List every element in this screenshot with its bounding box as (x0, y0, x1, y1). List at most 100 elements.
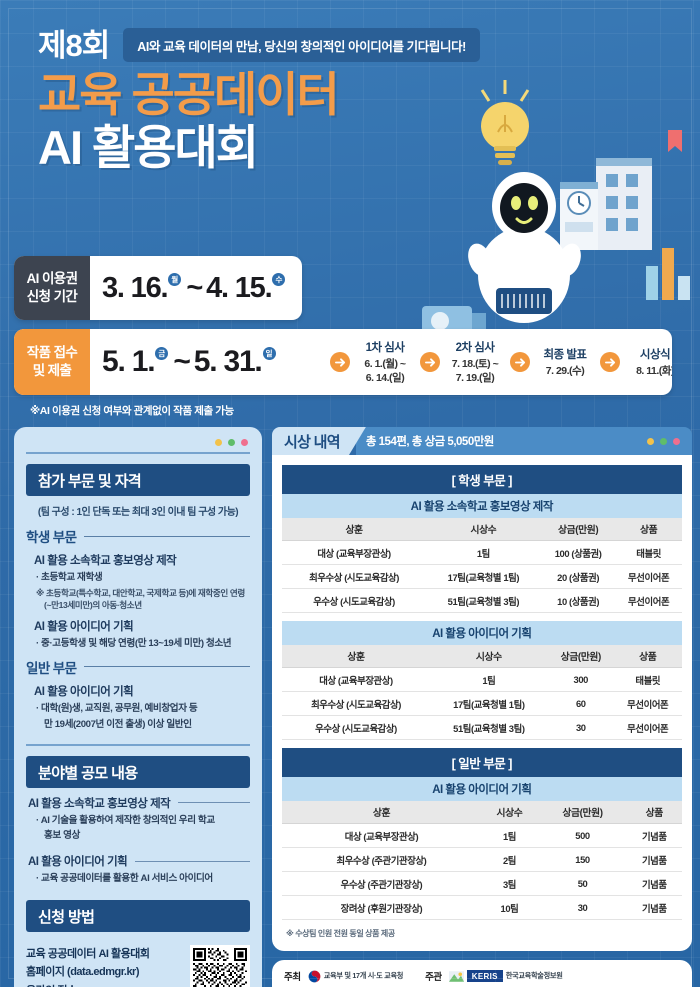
hero-illustration (410, 70, 700, 360)
submission-start-day-badge: 금 (155, 346, 169, 360)
timeline-step-1-date-line1: 6. 1.(월) ~ (364, 357, 406, 370)
col-header-prize: 상금(만원) (540, 518, 616, 541)
cell-prize: 150 (538, 847, 627, 872)
organizer-name: 한국교육학술정보원 (505, 971, 563, 980)
arrow-right-icon (510, 352, 530, 372)
table-row: 우수상 (시도교육감상) 51팀(교육청별 3팀) 10 (상품권) 무선이어폰 (282, 588, 682, 613)
timeline-step-4-title: 시상식 (639, 348, 671, 361)
timeline-step-4: 시상식 8. 11.(화) (627, 346, 672, 378)
group-label-general: 일반 부문 (26, 660, 77, 676)
apply-line-1: 교육 공공데이터 AI 활용대회 (26, 948, 150, 961)
title-rule (178, 802, 250, 804)
col-header-count: 시상수 (430, 645, 548, 668)
col-header-award: 상훈 (282, 518, 427, 541)
subtitle-band-student-video: AI 활용 소속학교 홍보영상 제작 (282, 494, 682, 518)
qr-code[interactable] (190, 945, 250, 987)
dot-pink-icon (672, 437, 680, 445)
general-item-1-bullet-1: · 대학(원)생, 교직원, 공무원, 예비창업자 등 (36, 702, 198, 714)
cell-gift: 기념품 (626, 847, 682, 872)
timeline-step-3-date: 7. 29.(수) (545, 364, 585, 377)
group-title-student: 학생 부문 (26, 526, 250, 546)
cell-gift: 태블릿 (615, 540, 682, 565)
cell-count: 17팀(교육청별 1팀) (430, 691, 548, 716)
cell-prize: 100 (상품권) (540, 540, 616, 565)
timeline-step-3: 최종 발표 7. 29.(수) (537, 346, 593, 378)
submission-label-line1: 작품 접수 (26, 345, 78, 361)
host-label: 주최 (284, 972, 301, 983)
category-1-title: AI 활용 소속학교 홍보영상 제작 (28, 797, 171, 810)
cell-award: 우수상 (시도교육감상) (282, 588, 427, 613)
cell-award: 대상 (교육부장관상) (282, 540, 427, 565)
cell-award: 우수상 (주관기관장상) (282, 871, 481, 896)
cell-count: 17팀(교육청별 1팀) (426, 564, 541, 589)
table-row: 대상 (교육부장관상) 1팀 500 기념품 (282, 823, 682, 848)
col-header-gift: 상품 (613, 645, 682, 668)
cell-count: 10팀 (480, 895, 539, 920)
col-header-award: 상훈 (282, 645, 431, 668)
voucher-start-day-badge: 월 (168, 272, 182, 286)
cell-gift: 태블릿 (613, 667, 682, 692)
cell-prize: 50 (538, 871, 627, 896)
cell-gift: 기념품 (626, 823, 682, 848)
general-item-1-bullet-2: 만 19세(2007년 이전 출생) 이상 일반인 (44, 718, 192, 730)
eligibility-heading: 참가 부문 및 자격 (26, 464, 250, 496)
subtitle-band-student-idea: AI 활용 아이디어 기획 (282, 621, 682, 645)
apply-heading: 신청 방법 (26, 900, 250, 933)
submission-end-date: 5. 31. (193, 345, 263, 378)
cell-award: 최우수상 (시도교육감상) (282, 564, 427, 589)
timeline-step-3-title: 최종 발표 (543, 348, 587, 361)
category-2-title-row: AI 활용 아이디어 기획 (26, 853, 250, 869)
cell-prize: 500 (538, 823, 627, 848)
bar-chart-graphic (646, 248, 690, 300)
timeline-step-2: 2차 심사 7. 18.(토) ~ 7. 19.(일) (447, 339, 503, 385)
voucher-label-line2: 신청 기간 (26, 289, 78, 304)
table-row: 최우수상 (시도교육감상) 17팀(교육청별 1팀) 20 (상품권) 무선이어… (282, 564, 682, 589)
voucher-end-day-badge: 수 (272, 272, 286, 286)
student-item-2-bullet-1: · 중·고등학생 및 해당 연령(만 13~19세 미만) 청소년 (36, 637, 232, 649)
host-item: 교육부 및 17개 시·도 교육청 (308, 969, 403, 983)
table-header-row: 상훈 시상수 상금(만원) 상품 (282, 801, 682, 824)
table-header-row: 상훈 시상수 상금(만원) 상품 (282, 518, 682, 541)
cell-prize: 300 (547, 667, 614, 692)
taegeuk-icon (308, 969, 321, 983)
team-composition-note: (팀 구성 : 1인 단독 또는 최대 3인 이내 팀 구성 가능) (37, 507, 239, 518)
division-band-student: [ 학생 부문 ] (282, 465, 682, 494)
submission-period-label: 작품 접수 및 제출 (14, 329, 90, 395)
host-row: 주최 교육부 및 17개 시·도 교육청 주관 KERIS 한국교육학술정보원 (284, 969, 680, 983)
cell-gift: 무선이어폰 (613, 691, 682, 716)
table-gap (282, 613, 682, 621)
subtitle-student-video: AI 활용 소속학교 홍보영상 제작 (282, 494, 682, 518)
cell-count: 1팀 (430, 667, 548, 692)
cell-gift: 무선이어폰 (615, 564, 682, 589)
poster-title-line2: AI 활용대회 (38, 120, 259, 174)
table-row: 최우수상 (시도교육감상) 17팀(교육청별 1팀) 60 무선이어폰 (282, 691, 682, 716)
table-header-row: 상훈 시상수 상금(만원) 상품 (282, 645, 682, 668)
poster-header: 제8회 AI와 교육 데이터의 만남, 당신의 창의적인 아이디어를 기다립니다… (0, 0, 700, 336)
cell-gift: 무선이어폰 (613, 715, 682, 740)
camera-graphic (422, 306, 486, 336)
awards-summary-bar: 총 154편, 총 상금 5,050만원 (355, 427, 692, 455)
cell-gift: 기념품 (626, 895, 682, 920)
awards-panel: 시상 내역 총 154편, 총 상금 5,050만원 (272, 427, 692, 951)
cell-award: 대상 (교육부장관상) (282, 823, 481, 848)
panel-divider-2 (26, 743, 250, 746)
apply-body: 교육 공공데이터 AI 활용대회 홈페이지 (data.edmgr.kr) 온라… (26, 939, 250, 987)
cell-award: 장려상 (후원기관장상) (282, 895, 481, 920)
subtitle-band-general-idea: AI 활용 아이디어 기획 (282, 777, 682, 801)
timeline-step-2-date: 7. 18.(토) ~ 7. 19.(일) (447, 357, 503, 385)
cell-count: 51팀(교육청별 3팀) (430, 715, 548, 740)
organizer-label: 주관 (425, 972, 442, 983)
apply-text: 교육 공공데이터 AI 활용대회 홈페이지 (data.edmgr.kr) 온라… (26, 945, 182, 987)
table-row: 대상 (교육부장관상) 1팀 100 (상품권) 태블릿 (282, 540, 682, 565)
category-1-bullet-2: 홍보 영상 (44, 830, 80, 842)
subtitle-general-idea: AI 활용 아이디어 기획 (282, 777, 682, 801)
voucher-tilde: ~ (186, 271, 203, 304)
submission-period-value: 5. 1. 금 ~ 5. 31. 일 (90, 329, 330, 395)
col-header-prize: 상금(만원) (547, 645, 614, 668)
timeline-step-1-date: 6. 1.(월) ~ 6. 14.(일) (357, 357, 413, 385)
cell-award: 대상 (교육부장관상) (282, 667, 431, 692)
table-row: 우수상 (시도교육감상) 51팀(교육청별 3팀) 30 무선이어폰 (282, 715, 682, 740)
info-panel: 참가 부문 및 자격 (팀 구성 : 1인 단독 또는 최대 3인 이내 팀 구… (14, 427, 262, 987)
window-dots (646, 437, 680, 445)
timeline-step-2-date-line2: 7. 19.(일) (455, 372, 495, 384)
